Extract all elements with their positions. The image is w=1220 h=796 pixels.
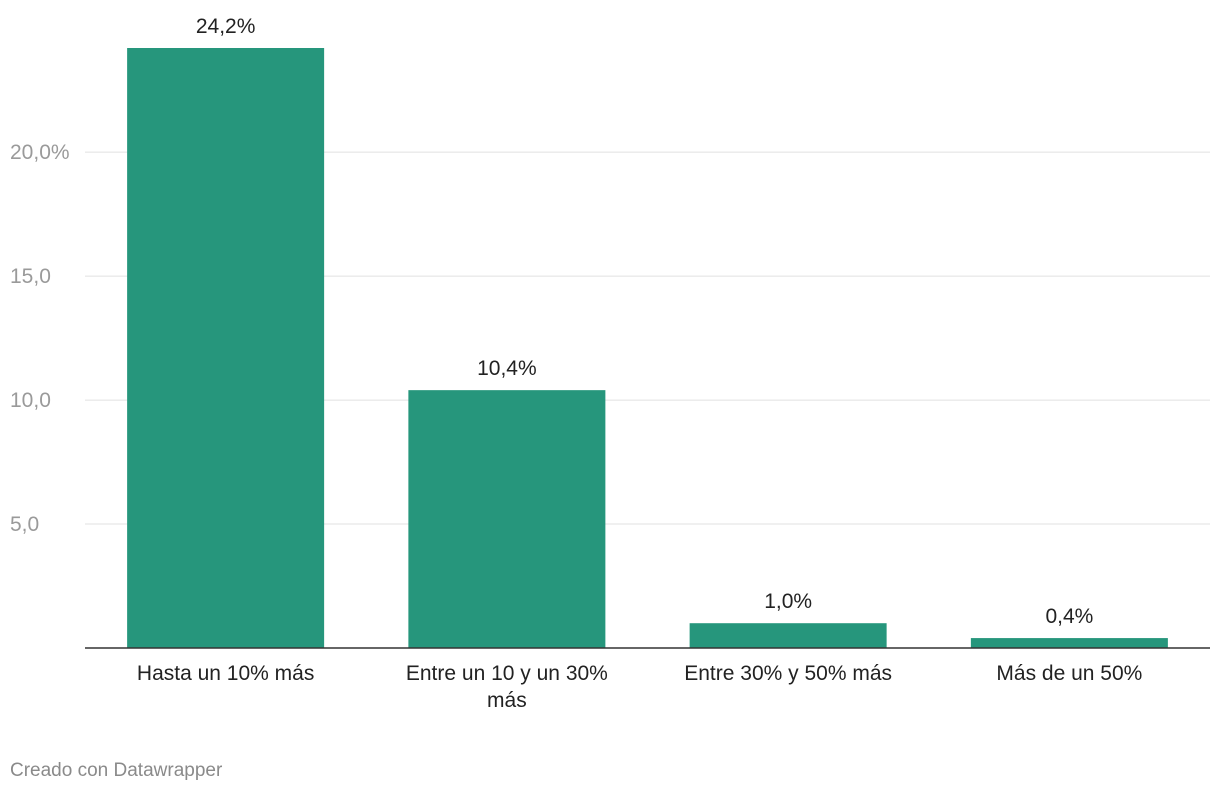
- bar: [127, 48, 325, 648]
- data-label: 10,4%: [477, 357, 537, 380]
- bar: [408, 390, 606, 648]
- y-tick-label: 20,0%: [10, 141, 70, 164]
- bar-chart: 5,0 10,0 15,0 20,0% 24,2% 10,4% 1,0% 0,4% Hast…: [10, 15, 1210, 712]
- data-labels: 24,2% 10,4% 1,0% 0,4%: [196, 15, 1093, 628]
- bar: [970, 638, 1168, 648]
- y-tick-label: 5,0: [10, 513, 39, 536]
- x-tick-label: Más de un 50%: [996, 662, 1142, 685]
- data-label: 0,4%: [1045, 605, 1093, 628]
- data-label: 24,2%: [196, 15, 256, 38]
- x-axis-ticks: Hasta un 10% más Entre un 10 y un 30% más E…: [137, 662, 1142, 712]
- y-tick-label: 15,0: [10, 265, 51, 288]
- bar: [689, 623, 887, 648]
- footer-credit: Creado con Datawrapper: [10, 760, 223, 781]
- x-tick-label: Entre un 10 y un 30% más: [406, 662, 608, 712]
- bars: [127, 48, 1168, 648]
- x-tick-label: Hasta un 10% más: [137, 662, 314, 685]
- y-tick-label: 10,0: [10, 389, 51, 412]
- data-label: 1,0%: [764, 590, 812, 613]
- x-tick-label: Entre 30% y 50% más: [684, 662, 892, 685]
- y-axis-ticks: 5,0 10,0 15,0 20,0%: [10, 141, 70, 536]
